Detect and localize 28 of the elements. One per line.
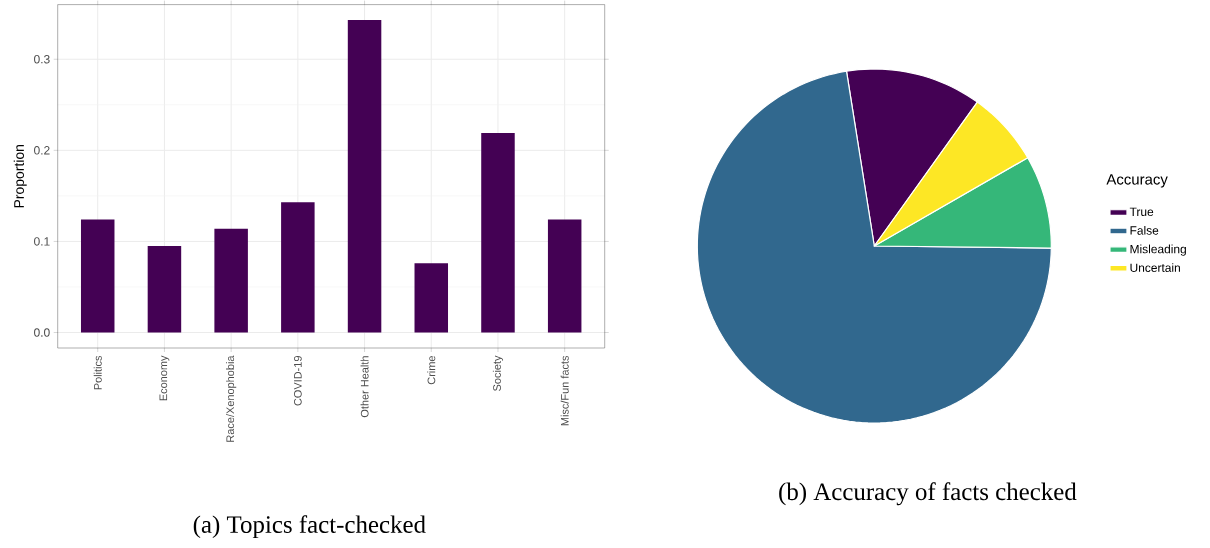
bar [414, 263, 449, 333]
x-tick-label: COVID-19 [293, 356, 302, 406]
y-tick-label: 0.0 [34, 328, 50, 337]
y-axis-title: Proportion [13, 145, 27, 208]
x-tick-label: Crime [427, 356, 436, 385]
legend-title: Accuracy [1106, 174, 1168, 188]
x-tick-label: Society [492, 355, 504, 391]
bar [147, 245, 182, 333]
y-tick-label: 0.1 [34, 237, 50, 246]
legend-label: Uncertain [1130, 263, 1180, 272]
bar [214, 228, 248, 333]
x-tick-label: Misc/Fun facts [560, 355, 569, 426]
y-tick-label: 0.3 [34, 55, 50, 64]
text: (a) Topics fact-checked [193, 515, 426, 538]
bar [80, 219, 115, 333]
x-tick-label: Other Health [360, 356, 369, 418]
bar [547, 219, 582, 333]
text: (b) Accuracy of facts checked [779, 482, 1077, 506]
x-tick-label: Race/Xenophobia [226, 355, 237, 442]
x-tick-label: Politics [93, 355, 102, 390]
legend-label: Misleading [1130, 244, 1186, 256]
legend-label: False [1130, 225, 1159, 235]
bar [481, 133, 515, 333]
legend-label: True [1129, 207, 1154, 217]
bar [281, 202, 315, 333]
bar [347, 20, 382, 333]
x-tick-label: Economy [159, 355, 170, 401]
y-tick-label: 0.2 [34, 146, 50, 155]
